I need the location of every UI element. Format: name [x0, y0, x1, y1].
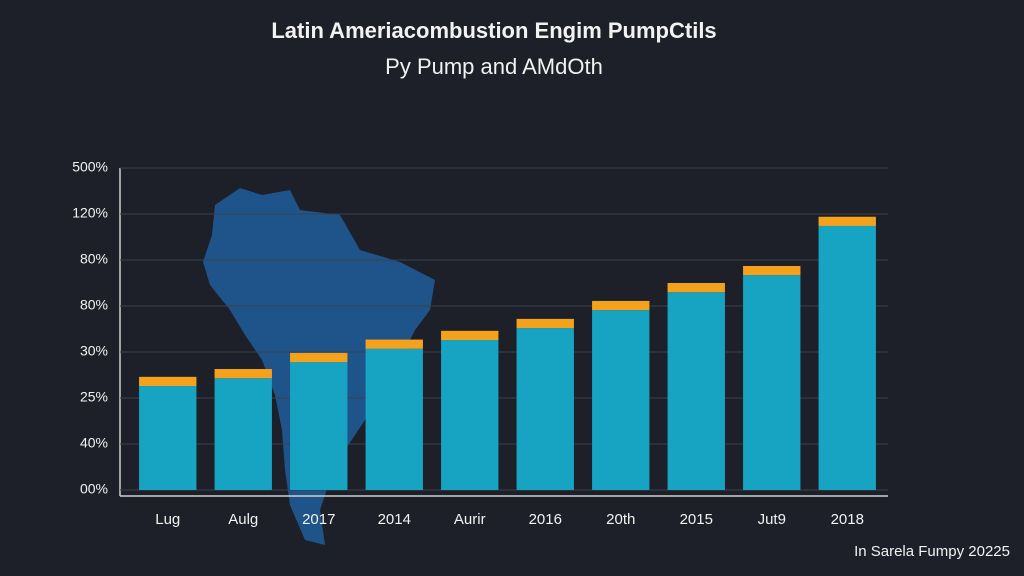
x-tick-label: Jut9 — [758, 511, 786, 528]
bar-segment — [743, 265, 801, 276]
y-tick-label: 25% — [80, 389, 108, 405]
y-tick-label: 80% — [80, 297, 108, 313]
bar-segment — [743, 275, 801, 490]
bar-segment — [365, 348, 423, 490]
bar-segment — [516, 328, 574, 490]
y-tick-label: 00% — [80, 481, 108, 497]
bar-segment — [214, 369, 272, 379]
bar-segment — [290, 362, 348, 490]
bar-segment — [441, 340, 499, 490]
chart-title: Latin Ameriacombustion Engim PumpCtils — [271, 18, 716, 43]
bar-segment — [667, 283, 725, 293]
x-tick-label: 20th — [606, 511, 635, 528]
y-tick-label: 500% — [72, 159, 108, 175]
bar-segment — [592, 310, 650, 490]
x-tick-label: Lug — [155, 511, 180, 528]
bar-segment — [818, 225, 876, 490]
bar-segment — [214, 378, 272, 490]
bar-segment — [139, 386, 197, 490]
x-tick-label: 2018 — [831, 511, 864, 528]
x-tick-label: Aulg — [228, 511, 258, 528]
chart-subtitle: Py Pump and AMdOth — [385, 54, 603, 79]
bar-segment — [441, 330, 499, 341]
bar-segment — [516, 318, 574, 329]
bar-segment — [139, 376, 197, 387]
bar-segment — [290, 352, 348, 363]
x-tick-label: Aurir — [454, 511, 486, 528]
bar-segment — [667, 292, 725, 490]
bar-segment — [365, 339, 423, 349]
y-tick-label: 30% — [80, 343, 108, 359]
y-tick-label: 120% — [72, 205, 108, 221]
x-tick-label: 2016 — [529, 511, 562, 528]
x-tick-label: 2017 — [302, 511, 335, 528]
footnote: In Sarela Fumpy 20225 — [854, 543, 1010, 560]
y-tick-label: 40% — [80, 435, 108, 451]
bar-segment — [818, 216, 876, 226]
y-tick-label: 80% — [80, 251, 108, 267]
x-tick-label: 2014 — [378, 511, 411, 528]
bar-segment — [592, 300, 650, 311]
x-tick-label: 2015 — [680, 511, 713, 528]
